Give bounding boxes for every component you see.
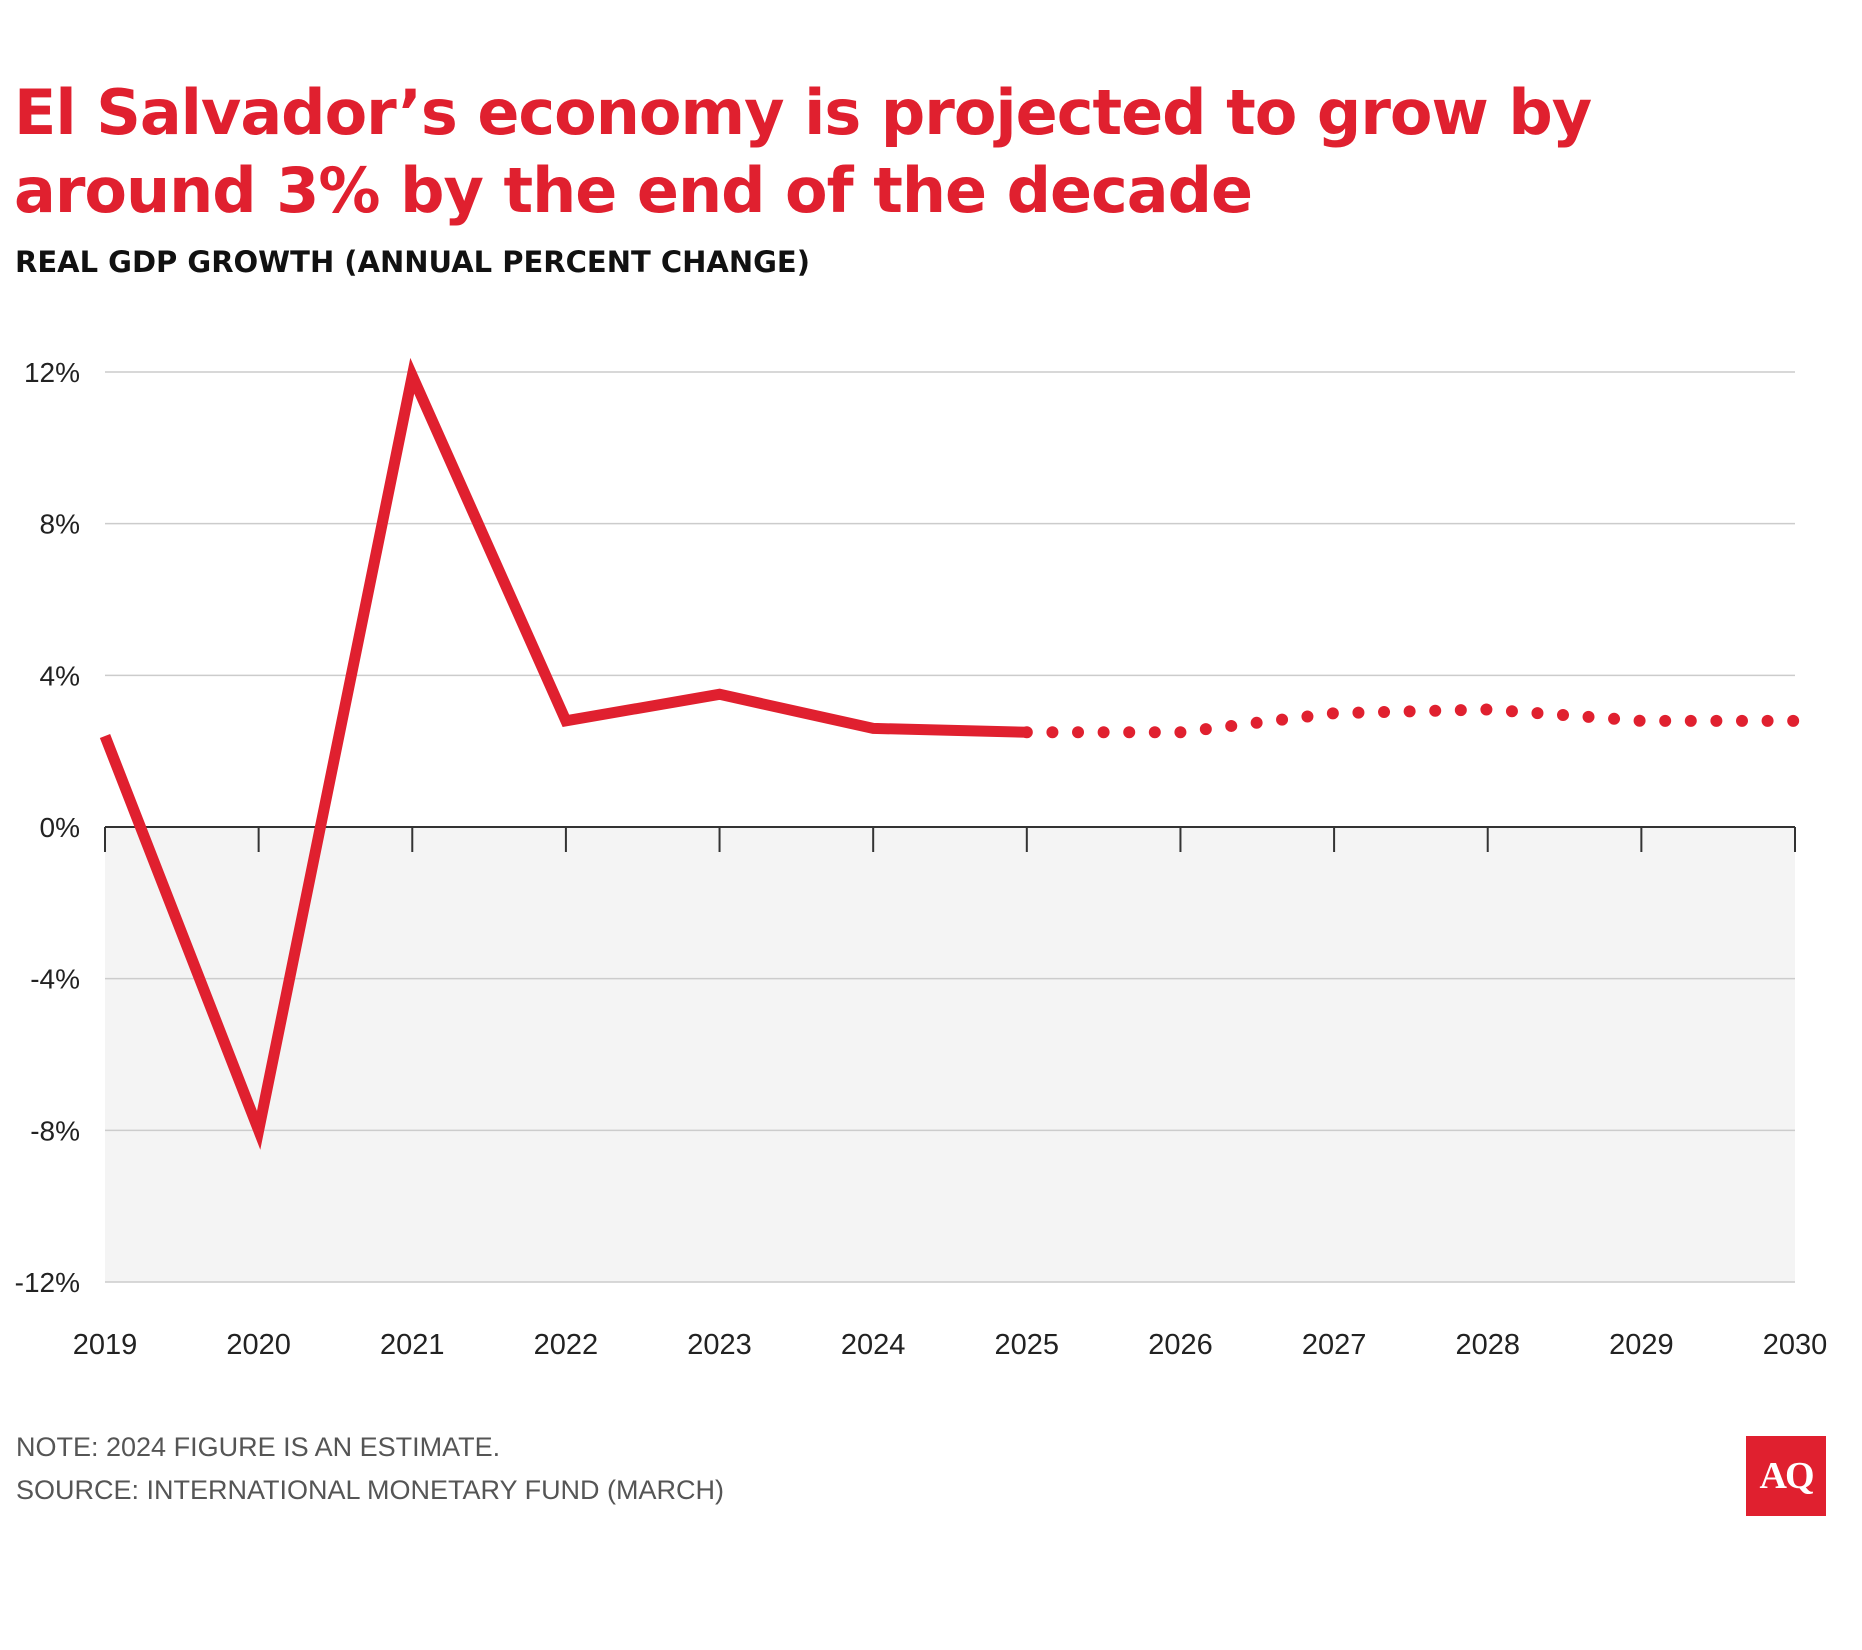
negative-region-band — [105, 827, 1795, 1282]
y-tick-label: -12% — [15, 1267, 80, 1298]
x-tick-label: 2024 — [841, 1329, 906, 1361]
x-tick-label: 2027 — [1302, 1329, 1367, 1361]
x-tick-label: 2022 — [534, 1329, 599, 1361]
y-tick-label: 0% — [40, 812, 80, 843]
aq-logo: AQ — [1746, 1436, 1826, 1516]
chart-title: El Salvador’s economy is projected to gr… — [14, 76, 1592, 227]
series-group — [99, 357, 1801, 1150]
y-tick-label: -4% — [30, 964, 80, 995]
x-tick-label: 2026 — [1148, 1329, 1213, 1361]
footnote: NOTE: 2024 FIGURE IS AN ESTIMATE. — [16, 1432, 501, 1462]
x-tick-label: 2025 — [995, 1329, 1060, 1361]
x-tick-label: 2029 — [1609, 1329, 1674, 1361]
x-tick-label: 2030 — [1763, 1329, 1828, 1361]
actual-line — [99, 357, 1027, 1150]
x-tick-label: 2019 — [73, 1329, 138, 1361]
x-tick-label: 2028 — [1455, 1329, 1520, 1361]
y-axis: 12% 8% 4% 0% -4% -8% -12% — [15, 357, 80, 1298]
line-chart: 12% 8% 4% 0% -4% -8% -12% 2019 2020 2021 2022 2023… — [15, 357, 1828, 1361]
x-axis: 2019 2020 2021 2022 2023 2024 2025 2026 2027 2028… — [73, 827, 1828, 1361]
x-tick-label: 2021 — [380, 1329, 445, 1361]
projection-line — [1020, 703, 1801, 739]
y-tick-label: -8% — [30, 1115, 80, 1146]
y-tick-label: 4% — [40, 660, 80, 691]
x-tick-label: 2023 — [687, 1329, 752, 1361]
y-tick-label: 8% — [40, 509, 80, 540]
chart-subtitle: REAL GDP GROWTH (ANNUAL PERCENT CHANGE) — [15, 245, 810, 279]
x-tick-label: 2020 — [226, 1329, 291, 1361]
y-tick-label: 12% — [24, 357, 80, 388]
source-note: SOURCE: INTERNATIONAL MONETARY FUND (MAR… — [16, 1475, 725, 1505]
